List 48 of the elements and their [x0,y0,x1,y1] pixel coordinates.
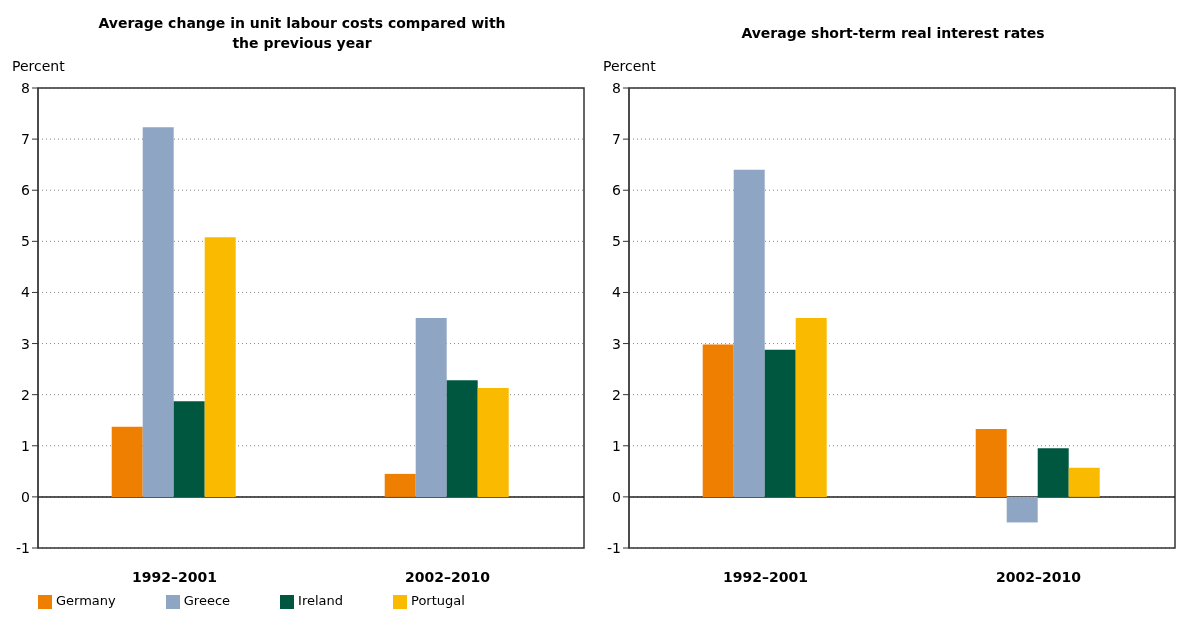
bar [795,318,827,497]
bar [1068,467,1100,497]
x-tick-label: 1992–2001 [132,568,217,585]
y-tick-label: 6 [612,182,622,199]
bar [1037,448,1069,497]
chart-title: Average short-term real interest rates [740,24,1046,43]
y-axis-title: Percent [11,58,66,76]
y-tick-label: 5 [612,233,621,250]
y-tick-label: 8 [21,79,30,96]
y-tick-label: 2 [21,386,30,403]
y-tick-label: 3 [612,335,621,352]
y-tick-label: 7 [21,131,30,148]
bar [173,401,205,497]
legend-label: Greece [183,593,231,608]
x-tick-label: 1992–2001 [723,568,808,585]
legend-label: Ireland [298,593,344,608]
bar [975,428,1007,497]
y-tick-label: 5 [21,233,30,250]
y-tick-label: 8 [612,79,621,96]
bar [764,349,796,497]
chart-title: Average change in unit labour costs compared with the previous year [97,14,507,53]
y-axis-title: Percent [602,58,657,76]
bar [415,318,447,497]
y-tick-label: 4 [612,284,622,301]
bar [1006,496,1038,523]
y-tick-label: 4 [21,284,31,301]
bar [702,344,734,497]
legend-label: Portugal [411,593,465,608]
y-tick-label: 2 [612,386,621,403]
y-tick-label: -1 [16,539,30,556]
bar [384,473,416,497]
bar [204,237,236,497]
y-tick-label: 0 [21,488,30,505]
y-tick-label: 7 [612,131,621,148]
y-tick-label: 6 [21,182,31,199]
bar [733,169,765,497]
y-tick-label: 0 [612,488,621,505]
x-tick-label: 2002–2010 [996,568,1082,585]
y-tick-label: -1 [607,539,621,556]
y-tick-label: 3 [21,335,30,352]
bar [477,388,509,497]
legend-label: Germany [56,593,116,608]
y-tick-label: 1 [612,437,621,454]
bar [142,127,174,497]
bar [446,380,478,497]
x-tick-label: 2002–2010 [405,568,491,585]
bar [111,426,143,497]
y-tick-label: 1 [21,437,30,454]
